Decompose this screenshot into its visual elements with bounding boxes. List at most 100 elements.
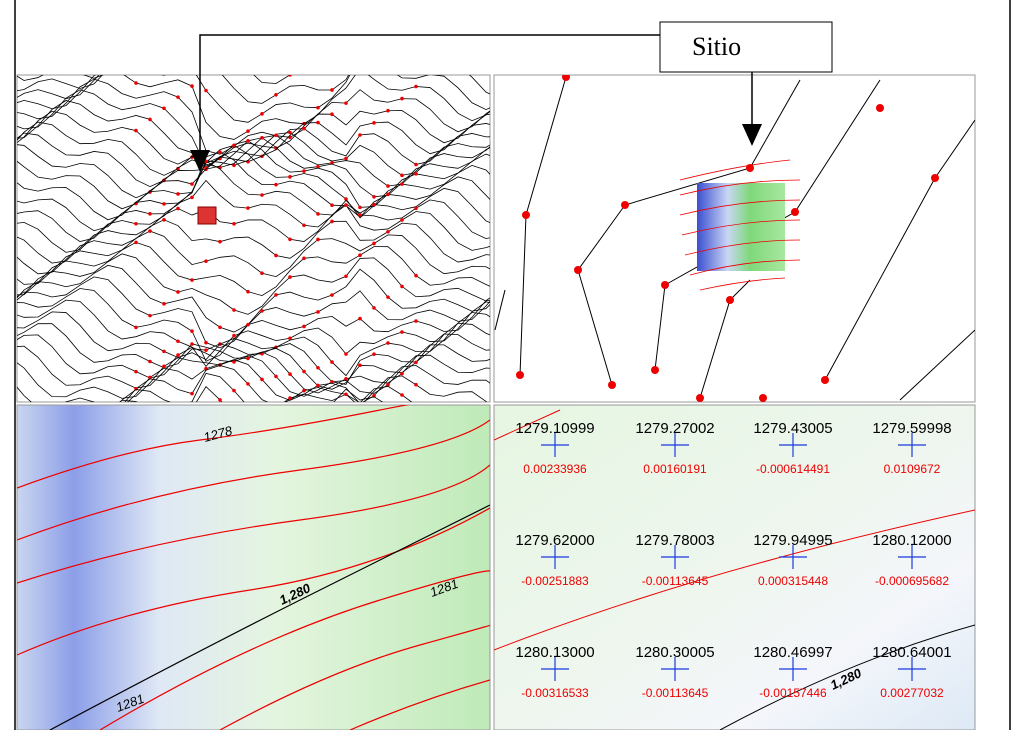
sample-point (344, 69, 348, 73)
residual: 0.000315448 (758, 574, 828, 588)
sample-point (134, 129, 138, 133)
sample-point (162, 60, 166, 64)
sample-point (302, 370, 306, 374)
sample-point (358, 213, 362, 217)
sample-point (400, 218, 404, 222)
sample-point (134, 222, 138, 226)
sample-point (316, 106, 320, 110)
sample-point (148, 314, 152, 318)
panel (494, 405, 975, 730)
sample-point (316, 366, 320, 370)
sample-point (386, 230, 390, 234)
sample-point (190, 278, 194, 282)
residual: -0.000695682 (875, 574, 949, 588)
sample-point (246, 206, 250, 210)
sample-point (386, 109, 390, 113)
sample-point (176, 192, 180, 196)
sample-point (330, 112, 334, 116)
sample-point (232, 389, 236, 393)
sample-point (288, 396, 292, 400)
sample-point (148, 360, 152, 364)
sample-point (414, 85, 418, 89)
sample-point (372, 352, 376, 356)
sample-point (414, 206, 418, 210)
sample-point (400, 36, 404, 40)
sample-point (358, 363, 362, 367)
sample-point (344, 157, 348, 161)
sample-point (176, 290, 180, 294)
sample-point (400, 393, 404, 397)
panel (17, 75, 490, 402)
sample-point (246, 357, 250, 361)
sample-point (386, 184, 390, 188)
residual: -0.00316533 (521, 686, 589, 700)
residual: -0.00251883 (521, 574, 589, 588)
site (697, 183, 785, 271)
callout-label: Sitio (692, 32, 741, 61)
sample-point (190, 84, 194, 88)
sample-point (134, 81, 138, 85)
sample-point (358, 253, 362, 257)
residual: 0.00277032 (880, 686, 944, 700)
sample-point (302, 389, 306, 393)
sample-point (400, 285, 404, 289)
sample-point (232, 51, 236, 55)
sample-point (176, 95, 180, 99)
sample-point (260, 309, 264, 313)
sample-point (344, 203, 348, 207)
sample-point (204, 89, 208, 93)
sample-point (316, 238, 320, 242)
sample-point (330, 220, 334, 224)
sample-point (274, 93, 278, 97)
sample-point (414, 383, 418, 387)
sample-point (190, 182, 194, 186)
sample-point (218, 325, 222, 329)
sample-point (190, 196, 194, 200)
sample-point (260, 378, 264, 382)
sample-point (344, 101, 348, 105)
sample-point (260, 193, 264, 197)
sample-point (330, 88, 334, 92)
sample-point (302, 169, 306, 173)
sample-point (232, 222, 236, 226)
sample-point (274, 183, 278, 187)
sample-point (218, 71, 222, 75)
sample-point (274, 293, 278, 297)
sample-point (148, 118, 152, 122)
sample-point (316, 121, 320, 125)
sample-point (176, 207, 180, 211)
sample-point (246, 323, 250, 327)
sample-point (232, 308, 236, 312)
sample-point (232, 334, 236, 338)
residual: 0.00160191 (643, 462, 707, 476)
sample-point (274, 375, 278, 379)
sample-point (190, 342, 194, 346)
sample-point (414, 274, 418, 278)
sample-point (134, 370, 138, 374)
residual: -0.000614491 (756, 462, 830, 476)
sample-point (148, 229, 152, 233)
sample-point (400, 174, 404, 178)
residual: -0.00113645 (642, 574, 709, 588)
sample-point (302, 325, 306, 329)
sample-point (358, 133, 362, 137)
sample-point (218, 150, 222, 154)
sample-point (372, 195, 376, 199)
sample-point (400, 97, 404, 101)
sample-point (148, 212, 152, 216)
sample-point (386, 46, 390, 50)
sample-point (162, 302, 166, 306)
sample-point (316, 310, 320, 314)
residual: -0.00157446 (759, 686, 827, 700)
sample-point (288, 372, 292, 376)
sample-point (302, 224, 306, 228)
sample-point (288, 237, 292, 241)
sample-point (386, 193, 390, 197)
sample-point (414, 319, 418, 323)
sample-point (330, 293, 334, 297)
sample-point (414, 172, 418, 176)
site (198, 207, 216, 224)
residual: 0.0109672 (884, 462, 941, 476)
sample-point (134, 241, 138, 245)
sample-point (232, 144, 236, 148)
